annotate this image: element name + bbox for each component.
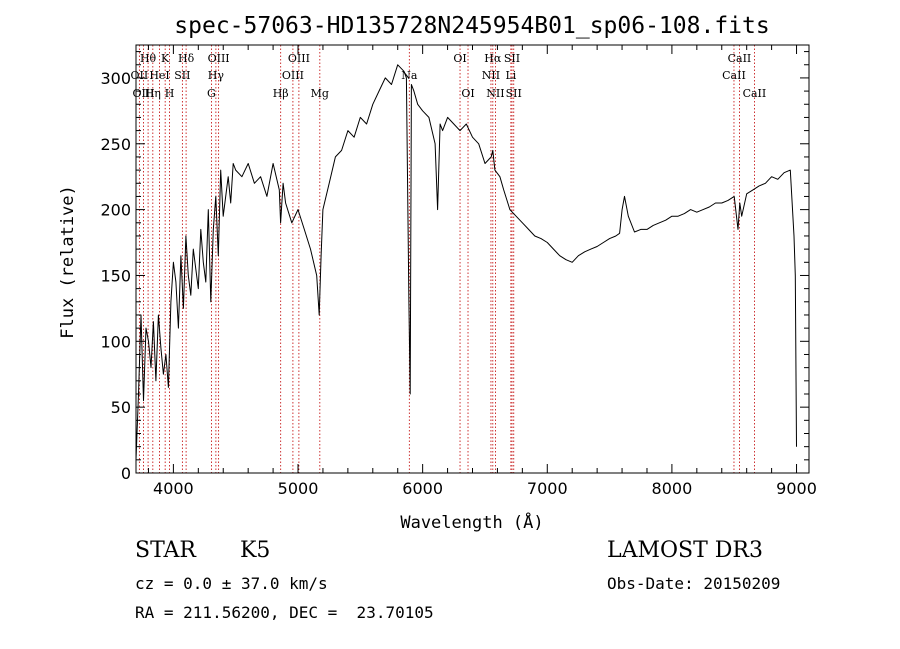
marker-label-9: OIII — [208, 52, 230, 65]
marker-label-27: CaII — [743, 87, 767, 100]
marker-label-13: OIII — [288, 52, 310, 65]
y-axis-label: Flux (relative) — [58, 185, 78, 339]
marker-label-24: SII — [506, 87, 522, 100]
x-tick-label-3: 7000 — [527, 479, 568, 498]
marker-label-3: K — [161, 52, 170, 65]
chart-title: spec-57063-HD135728N245954B01_sp06-108.f… — [174, 13, 769, 39]
marker-label-5: Hη — [145, 87, 161, 100]
marker-label-23: Li — [505, 69, 516, 82]
marker-label-2: OIII — [132, 87, 154, 100]
y-tick-label-5: 250 — [100, 135, 131, 154]
redshift-cz: cz = 0.0 ± 37.0 km/s — [135, 574, 328, 593]
marker-label-25: CaII — [728, 52, 752, 65]
marker-label-22: SII — [504, 52, 520, 65]
object-subclass: K5 — [240, 538, 271, 563]
y-tick-label-4: 200 — [100, 201, 131, 220]
coordinates: RA = 211.56200, DEC = 23.70105 — [135, 603, 434, 622]
marker-label-0: Hθ — [140, 52, 157, 65]
line-markers — [138, 45, 755, 473]
marker-label-18: OI — [461, 87, 474, 100]
marker-label-17: OI — [453, 52, 466, 65]
y-tick-label-2: 100 — [100, 332, 131, 351]
marker-label-7: SII — [174, 69, 190, 82]
marker-label-15: Mg — [311, 87, 329, 100]
marker-label-21: NII — [486, 87, 504, 100]
x-tick-label-1: 5000 — [278, 479, 319, 498]
y-axis-ticks: 0 50 100 150 200 250 300 — [100, 51, 809, 483]
marker-label-10: Hγ — [208, 69, 225, 82]
marker-label-20: NII — [482, 69, 500, 82]
object-class: STAR — [135, 538, 196, 563]
marker-label-12: Hβ — [273, 87, 289, 100]
marker-label-11: G — [207, 87, 216, 100]
y-tick-label-0: 0 — [121, 464, 131, 483]
marker-label-16: Na — [401, 69, 418, 82]
x-tick-label-0: 4000 — [153, 479, 194, 498]
survey-label: LAMOST DR3 — [607, 538, 763, 563]
marker-label-6: Hδ — [178, 52, 195, 65]
x-tick-label-4: 8000 — [652, 479, 693, 498]
marker-label-19: Hα — [484, 52, 502, 65]
y-tick-label-1: 50 — [111, 398, 131, 417]
marker-label-14: OIII — [282, 69, 304, 82]
y-tick-label-6: 300 — [100, 69, 131, 88]
marker-label-26: CaII — [722, 69, 746, 82]
x-axis-ticks: 4000 5000 6000 7000 8000 9000 — [147, 45, 817, 498]
x-axis-label: Wavelength (Å) — [400, 511, 543, 533]
marker-label-1: OII — [131, 69, 149, 82]
x-tick-label-5: 9000 — [776, 479, 817, 498]
marker-label-8: H — [165, 87, 175, 100]
x-tick-label-2: 6000 — [402, 479, 443, 498]
plot-frame — [135, 44, 810, 474]
y-tick-label-3: 150 — [100, 266, 131, 285]
marker-label-4: HeI — [149, 69, 169, 82]
line-marker-labels: Hθ OII OIII K HeI Hη Hδ SII H OIII Hγ G Hβ OIII OIII Mg… — [131, 52, 767, 100]
obs-date: Obs-Date: 20150209 — [607, 574, 781, 593]
spectrum-series-line — [135, 64, 797, 460]
